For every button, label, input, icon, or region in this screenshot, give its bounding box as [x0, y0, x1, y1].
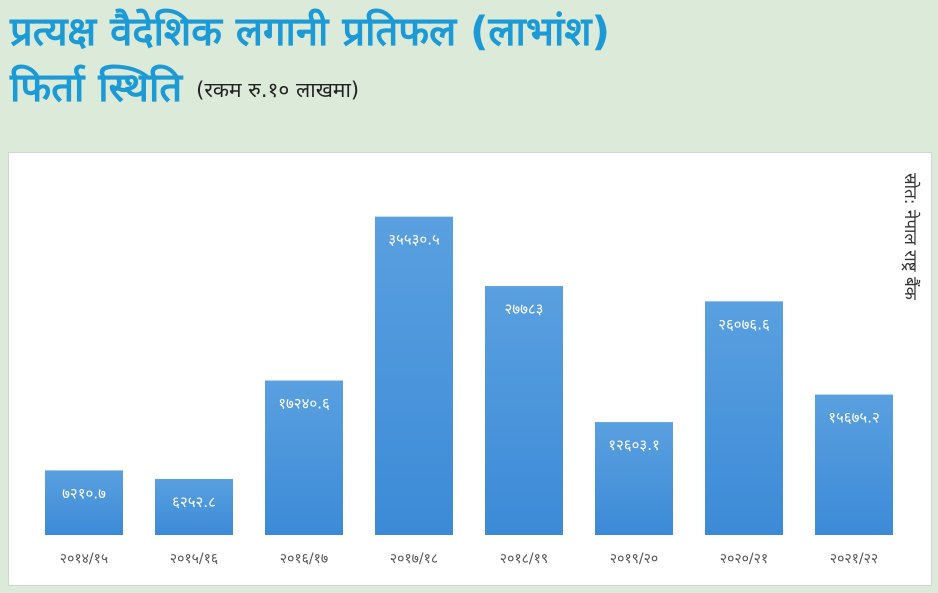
x-tick-label: २०१६/१७: [280, 551, 328, 567]
bar-data-label: २६०७६.६: [718, 315, 770, 333]
x-tick-label: २०१७/१८: [390, 551, 438, 567]
x-tick-label: २०१८/१९: [500, 551, 548, 567]
x-tick-label: २०१४/१५: [60, 551, 108, 567]
bar-data-label: ६२५२.८: [172, 493, 216, 511]
source-note: स्रोत: नेपाल राष्ट्र बैंक: [900, 173, 921, 301]
bar: [155, 478, 233, 535]
x-tick-label: २०१९/२०: [610, 551, 658, 567]
title-line-2-text: फिर्ता स्थिति: [10, 65, 183, 111]
bar-data-label: ७२१०.७: [62, 484, 106, 502]
bar-data-label: २७७८३: [504, 300, 543, 318]
bar: [45, 470, 123, 535]
bars-group: ७२१०.७ ६२५२.८ १७२४०.६ ३५५३०.५ २७७८३ १२६०३.१ २६…: [45, 216, 893, 535]
x-tick-label: २०२०/२१: [720, 551, 768, 567]
chart-title: प्रत्यक्ष वैदेशिक लगानी प्रतिफल (लाभांश)…: [10, 4, 910, 118]
chart-panel: ७२१०.७ ६२५२.८ १७२४०.६ ३५५३०.५ २७७८३ १२६०३.१ २६…: [8, 152, 932, 586]
bar: [485, 286, 563, 535]
bar: [705, 301, 783, 535]
bar: [375, 216, 453, 535]
bar-chart: ७२१०.७ ६२५२.८ १७२४०.६ ३५५३०.५ २७७८३ १२६०३.१ २६…: [45, 173, 921, 567]
title-line-1: प्रत्यक्ष वैदेशिक लगानी प्रतिफल (लाभांश): [10, 9, 610, 55]
bar-data-label: ३५५३०.५: [388, 231, 440, 249]
x-tick-label: २०१५/१६: [170, 551, 218, 567]
bar-data-label: १२६०३.१: [608, 436, 660, 454]
bar-data-label: १७२४०.६: [278, 395, 330, 413]
unit-note: (रकम रु.१० लाखमा): [196, 78, 360, 102]
bar-data-label: १५६७५.२: [828, 409, 880, 427]
x-tick-labels: २०१४/१५ २०१५/१६ २०१६/१७ २०१७/१८ २०१८/१९ २०१९/…: [60, 551, 878, 567]
title-line-2: फिर्ता स्थिति (रकम रु.१० लाखमा): [10, 60, 910, 118]
bar: [815, 394, 893, 535]
bar: [595, 422, 673, 535]
x-tick-label: २०२१/२२: [830, 551, 878, 567]
bar: [265, 380, 343, 535]
